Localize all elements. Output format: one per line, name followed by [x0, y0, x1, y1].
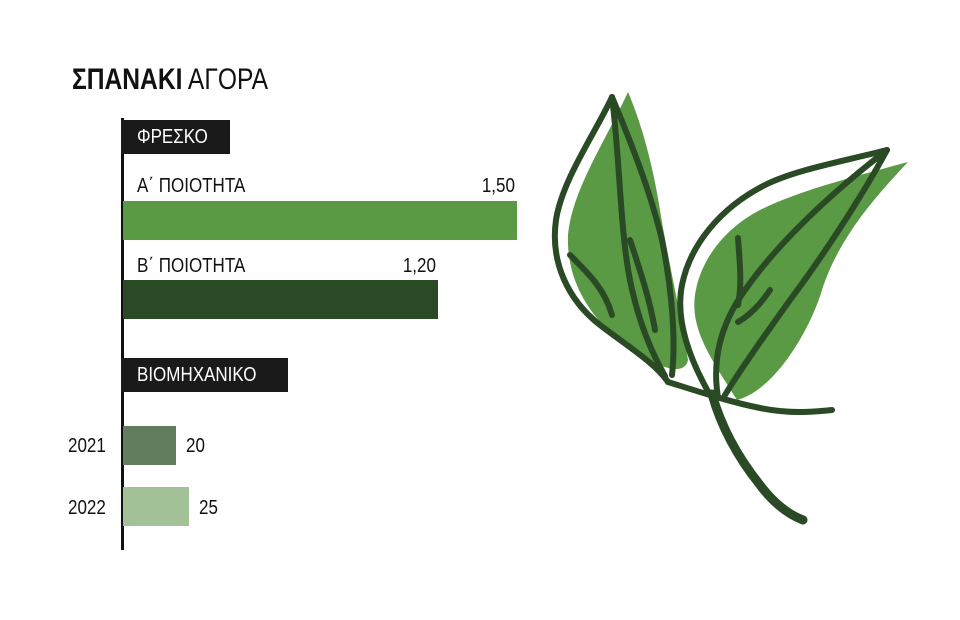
section-tag-fresh: ΦΡΕΣΚΟ [121, 120, 231, 154]
bar-a-quality [123, 201, 517, 240]
axis-line [121, 118, 124, 550]
bar-2021 [123, 426, 176, 465]
year-label-2021: 2021 [68, 435, 106, 457]
spinach-leaves-icon [551, 92, 908, 525]
year-label-2022: 2022 [68, 497, 106, 519]
value-label-a-quality: 1,50 [481, 175, 515, 197]
bar-2022 [123, 487, 190, 526]
bar-b-quality [123, 280, 439, 319]
category-label-b-quality: Β΄ ΠΟΙΟΤΗΤΑ [137, 255, 246, 277]
title-rest: ΑΓΟΡΑ [182, 63, 268, 96]
title-bold: ΣΠΑΝΑΚΙ [72, 63, 183, 96]
value-label-2022: 25 [199, 497, 219, 519]
category-label-a-quality: Α΄ ΠΟΙΟΤΗΤΑ [137, 175, 246, 197]
section-tag-industrial: ΒΙΟΜΗΧΑΝΙΚΟ [121, 358, 288, 392]
chart-title: ΣΠΑΝΑΚΙ ΑΓΟΡΑ [72, 60, 268, 100]
value-label-b-quality: 1,20 [403, 255, 437, 277]
value-label-2021: 20 [186, 435, 205, 457]
